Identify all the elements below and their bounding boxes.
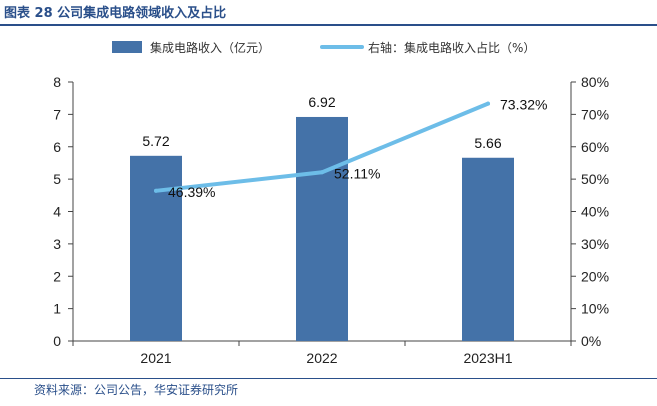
y-right-tick-label: 0% [581, 333, 601, 349]
bar-value-label: 5.66 [474, 135, 501, 151]
bottom-rule [0, 378, 657, 379]
x-tick-label: 2021 [140, 350, 171, 366]
x-tick-label: 2023H1 [463, 350, 512, 366]
y-right-tick-label: 50% [581, 171, 609, 187]
y-right-tick-label: 80% [581, 74, 609, 90]
line-point [486, 101, 490, 106]
y-left-tick-label: 0 [53, 333, 61, 349]
line-point [154, 188, 158, 193]
legend-bar-swatch [112, 41, 142, 53]
y-right-tick-label: 30% [581, 236, 609, 252]
y-left-tick-label: 3 [53, 236, 61, 252]
line-point [320, 170, 324, 175]
y-right-tick-label: 70% [581, 106, 609, 122]
legend-bar-label: 集成电路收入（亿元） [150, 40, 270, 55]
bar-value-label: 5.72 [142, 133, 169, 149]
y-left-tick-label: 7 [53, 106, 61, 122]
y-right-tick-label: 10% [581, 301, 609, 317]
bar-value-label: 6.92 [308, 94, 335, 110]
bar-2021 [130, 155, 182, 341]
y-left-tick-label: 1 [53, 301, 61, 317]
figure-title: 图表 28 公司集成电路领域收入及占比 [4, 6, 227, 21]
bar-2022 [296, 116, 348, 341]
bar-2023H1 [462, 157, 514, 341]
y-left-tick-label: 6 [53, 139, 61, 155]
source-note: 资料来源：公司公告，华安证券研究所 [34, 383, 239, 397]
y-left-tick-label: 2 [53, 268, 61, 284]
line-value-label: 52.11% [334, 165, 380, 181]
y-right-tick-label: 40% [581, 204, 609, 220]
legend-line-label: 右轴：集成电路收入占比（%） [368, 40, 535, 55]
x-tick-label: 2022 [306, 350, 337, 366]
title-rule [0, 24, 657, 26]
y-right-tick-label: 20% [581, 268, 609, 284]
y-right-tick-label: 60% [581, 139, 609, 155]
y-left-tick-label: 5 [53, 171, 61, 187]
y-left-tick-label: 4 [53, 204, 61, 220]
line-value-label: 46.39% [168, 184, 215, 200]
line-value-label: 73.32% [500, 97, 547, 113]
y-left-tick-label: 8 [53, 74, 61, 90]
